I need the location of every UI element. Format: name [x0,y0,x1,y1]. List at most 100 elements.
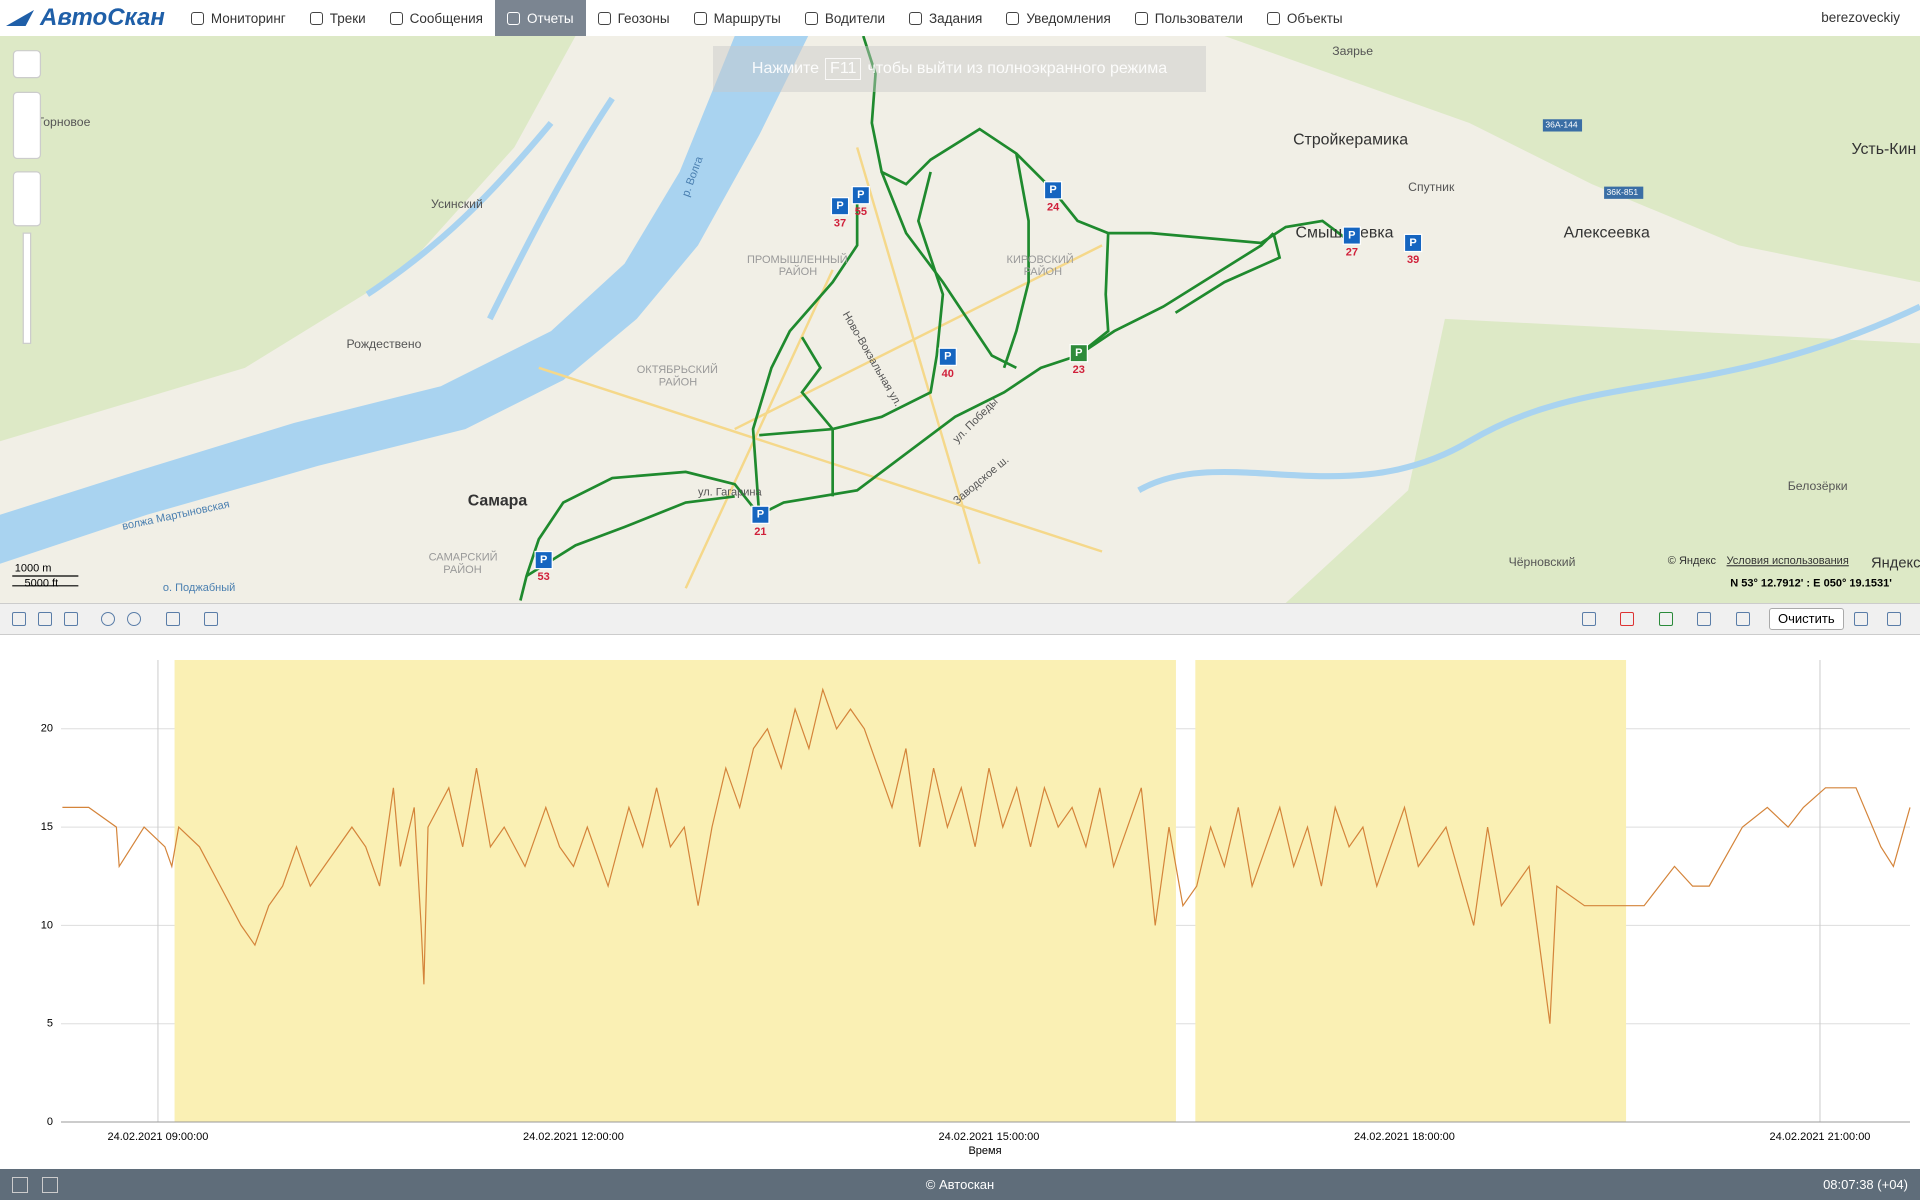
road [538,147,1103,589]
nav-icon [190,11,204,25]
nav-label: Задания [929,10,983,26]
tool-button[interactable] [38,612,52,626]
brand: Яндекс [1871,556,1920,572]
tool-button[interactable] [166,612,180,626]
marker-number: 27 [1346,247,1358,259]
scale-label: 1000 m [15,563,52,575]
marker-box [830,197,850,216]
nav-label: Геозоны [617,10,670,26]
banner-key: F11 [825,58,862,80]
marker-number: 24 [1047,201,1060,213]
parking-marker[interactable]: P 37 [830,197,850,230]
parking-marker[interactable]: P 53 [534,550,553,584]
zoom-slider[interactable] [22,232,32,344]
place-label: Заярье [1332,44,1373,58]
zoom-buttons[interactable] [12,171,42,227]
place-label: Самара [468,493,528,510]
place-label: Алексеевка [1564,224,1650,241]
export-button[interactable] [1697,612,1711,626]
place-label: Белозёрки [1788,479,1848,493]
nav-label: Водители [824,10,885,26]
clock: 08:07:38 (+04) [1823,1177,1908,1192]
highlight-band [174,660,1176,1122]
district-label: САМАРСКИЙ [429,551,498,564]
nav-item[interactable]: Геозоны [586,0,682,36]
banner-text: Нажмите [751,60,820,77]
nav-icon [309,11,323,25]
marker-number: 53 [538,571,550,583]
print-button[interactable] [1736,612,1750,626]
marker-box [751,505,770,524]
zoom-out[interactable] [127,612,141,626]
user-name[interactable]: berezoveckiy [1821,10,1900,25]
chart-toolbar: Очистить [0,603,1920,635]
nav-item[interactable]: Сообщения [378,0,495,36]
nav-label: Сообщения [409,10,483,26]
parking-marker[interactable]: P 23 [1069,343,1088,377]
footer-button[interactable] [12,1177,28,1193]
layers-button[interactable] [12,91,42,160]
tool-button[interactable] [12,612,26,626]
footer: © Автоскан 08:07:38 (+04) [0,1169,1920,1200]
nav-item[interactable]: Пользователи [1123,0,1255,36]
zoom-in[interactable] [101,612,115,626]
clear-button[interactable]: Очистить [1769,608,1844,630]
footer-copyright: © Автоскан [925,1177,995,1192]
marker-symbol: P [836,200,843,212]
nav-icon [693,11,707,25]
street-label: ул. Гагарина [698,487,763,499]
marker-box [1069,343,1088,363]
nav-label: Маршруты [713,10,781,26]
parking-marker[interactable]: P 39 [1403,233,1423,266]
nav-label: Пользователи [1154,10,1243,26]
parking-marker[interactable]: P 24 [1043,181,1063,214]
nav-icon [1134,11,1148,25]
road-sign: 36А-144 [1545,120,1578,130]
terms-link[interactable]: Условия использования [1727,555,1849,567]
district-label: РАЙОН [779,265,817,278]
district-label: РАЙОН [659,375,697,388]
nav-label: Объекты [1286,10,1343,26]
district-label: ПРОМЫШЛЕННЫЙ [747,253,848,266]
view-button[interactable] [1887,612,1901,626]
logo[interactable]: АвтоСкан [0,4,179,32]
river [365,96,1920,493]
tool-button[interactable] [64,612,78,626]
copyright: © Яндекс [1668,555,1717,567]
marker-symbol: P [1049,184,1056,196]
marker-number: 37 [834,217,846,229]
nav-label: Мониторинг [210,10,286,26]
search-button[interactable] [12,50,42,79]
nav-icon [909,11,922,25]
export-xls[interactable] [1659,612,1673,626]
parking-marker[interactable]: P 40 [938,347,957,380]
marker-box [1403,233,1423,253]
y-tick-label: 15 [41,821,53,833]
parking-marker[interactable]: P 21 [751,505,770,538]
parking-marker[interactable]: P 27 [1342,226,1362,259]
tool-button[interactable] [204,612,218,626]
nav-item[interactable]: Водители [793,0,897,36]
marker-number: 21 [754,526,766,538]
parking-marker[interactable]: P 55 [851,186,871,219]
y-tick-label: 20 [41,723,53,735]
export-pdf[interactable] [1620,612,1634,626]
nav-item[interactable]: Задания [897,0,994,36]
place-label: Торновое [37,115,91,129]
marker-number: 40 [942,368,954,380]
nav-item[interactable]: Объекты [1255,0,1355,36]
marker-box [534,550,553,570]
menu: Мониторинг Треки Сообщения Отчеты Геозоны Мар… [179,0,1355,36]
nav-item[interactable]: Отчеты [494,0,586,36]
nav-item[interactable]: Маршруты [682,0,793,36]
nav-item[interactable]: Уведомления [994,0,1122,36]
view-button[interactable] [1854,612,1868,626]
export-button[interactable] [1582,612,1596,626]
nav-item[interactable]: Мониторинг [179,0,298,36]
highlight-band [1195,660,1627,1122]
y-tick-label: 5 [47,1018,53,1030]
footer-button[interactable] [42,1177,58,1193]
district-label: РАЙОН [443,563,481,576]
nav-item[interactable]: Треки [298,0,378,36]
